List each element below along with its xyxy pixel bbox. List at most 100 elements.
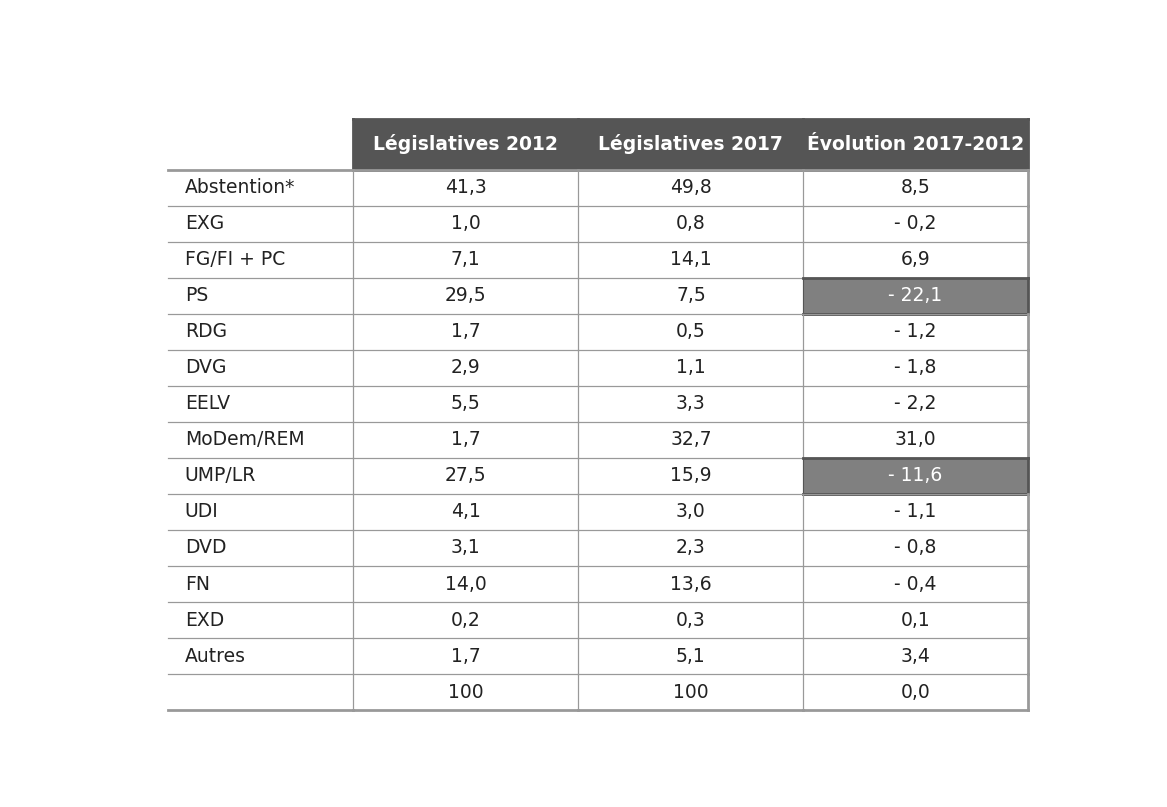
Text: 3,3: 3,3: [676, 395, 706, 413]
Text: EELV: EELV: [184, 395, 230, 413]
Text: 0,8: 0,8: [676, 214, 706, 233]
Text: DVG: DVG: [184, 358, 226, 377]
Bar: [579, 566, 803, 602]
Text: - 11,6: - 11,6: [888, 466, 943, 485]
Bar: [354, 494, 579, 530]
Text: RDG: RDG: [184, 322, 226, 341]
Bar: [354, 458, 579, 494]
Bar: [803, 314, 1028, 349]
Text: 49,8: 49,8: [670, 178, 712, 197]
Text: 14,0: 14,0: [445, 575, 487, 593]
Bar: [803, 494, 1028, 530]
Text: - 0,8: - 0,8: [894, 538, 937, 558]
Text: 0,5: 0,5: [676, 322, 706, 341]
Bar: [803, 674, 1028, 710]
Text: FG/FI + PC: FG/FI + PC: [184, 250, 285, 270]
Text: 29,5: 29,5: [445, 286, 487, 305]
Bar: [579, 638, 803, 674]
Text: - 1,8: - 1,8: [894, 358, 937, 377]
Bar: [579, 241, 803, 278]
Bar: [354, 674, 579, 710]
Text: 3,1: 3,1: [450, 538, 481, 558]
Bar: [168, 674, 354, 710]
Bar: [803, 206, 1028, 241]
Bar: [803, 241, 1028, 278]
Bar: [803, 119, 1028, 169]
Text: 1,7: 1,7: [450, 646, 481, 666]
Bar: [579, 349, 803, 386]
Text: 100: 100: [448, 683, 483, 701]
Text: 0,3: 0,3: [676, 611, 706, 629]
Bar: [579, 314, 803, 349]
Bar: [354, 422, 579, 458]
Text: 7,1: 7,1: [450, 250, 481, 270]
Bar: [168, 119, 354, 169]
Text: 3,4: 3,4: [901, 646, 930, 666]
Text: 2,9: 2,9: [450, 358, 481, 377]
Bar: [579, 530, 803, 566]
Text: MoDem/REM: MoDem/REM: [184, 430, 305, 449]
Bar: [803, 530, 1028, 566]
Text: FN: FN: [184, 575, 210, 593]
Text: - 0,2: - 0,2: [894, 214, 937, 233]
Bar: [168, 314, 354, 349]
Bar: [803, 602, 1028, 638]
Text: 1,7: 1,7: [450, 430, 481, 449]
Bar: [168, 206, 354, 241]
Bar: [168, 241, 354, 278]
Text: 14,1: 14,1: [670, 250, 712, 270]
Text: Évolution 2017-2012: Évolution 2017-2012: [808, 135, 1025, 153]
Text: - 22,1: - 22,1: [888, 286, 943, 305]
Text: 0,1: 0,1: [901, 611, 930, 629]
Text: 0,2: 0,2: [450, 611, 481, 629]
Bar: [354, 349, 579, 386]
Bar: [803, 638, 1028, 674]
Text: PS: PS: [184, 286, 208, 305]
Text: UDI: UDI: [184, 503, 218, 521]
Text: - 0,4: - 0,4: [894, 575, 937, 593]
Bar: [354, 241, 579, 278]
Text: - 1,1: - 1,1: [894, 503, 937, 521]
Bar: [168, 602, 354, 638]
Bar: [354, 278, 579, 314]
Text: 4,1: 4,1: [450, 503, 481, 521]
Text: 3,0: 3,0: [676, 503, 706, 521]
Bar: [354, 314, 579, 349]
Bar: [354, 169, 579, 206]
Text: 5,1: 5,1: [676, 646, 706, 666]
Bar: [168, 638, 354, 674]
Bar: [168, 566, 354, 602]
Text: 31,0: 31,0: [895, 430, 936, 449]
Text: DVD: DVD: [184, 538, 226, 558]
Bar: [803, 458, 1028, 494]
Bar: [803, 386, 1028, 422]
Bar: [803, 422, 1028, 458]
Bar: [579, 602, 803, 638]
Bar: [579, 278, 803, 314]
Text: - 1,2: - 1,2: [894, 322, 937, 341]
Text: Abstention*: Abstention*: [184, 178, 295, 197]
Text: 1,0: 1,0: [450, 214, 481, 233]
Bar: [579, 494, 803, 530]
Bar: [579, 422, 803, 458]
Bar: [354, 386, 579, 422]
Bar: [354, 638, 579, 674]
Bar: [579, 674, 803, 710]
Bar: [803, 278, 1028, 314]
Bar: [579, 206, 803, 241]
Text: Législatives 2017: Législatives 2017: [599, 134, 783, 154]
Text: 5,5: 5,5: [450, 395, 481, 413]
Text: 7,5: 7,5: [676, 286, 706, 305]
Bar: [354, 119, 579, 169]
Text: UMP/LR: UMP/LR: [184, 466, 256, 485]
Bar: [354, 566, 579, 602]
Text: Législatives 2012: Législatives 2012: [373, 134, 558, 154]
Text: Autres: Autres: [184, 646, 246, 666]
Text: 0,0: 0,0: [901, 683, 930, 701]
Text: 1,7: 1,7: [450, 322, 481, 341]
Bar: [354, 206, 579, 241]
Text: 6,9: 6,9: [901, 250, 930, 270]
Bar: [354, 530, 579, 566]
Bar: [168, 169, 354, 206]
Text: 1,1: 1,1: [676, 358, 706, 377]
